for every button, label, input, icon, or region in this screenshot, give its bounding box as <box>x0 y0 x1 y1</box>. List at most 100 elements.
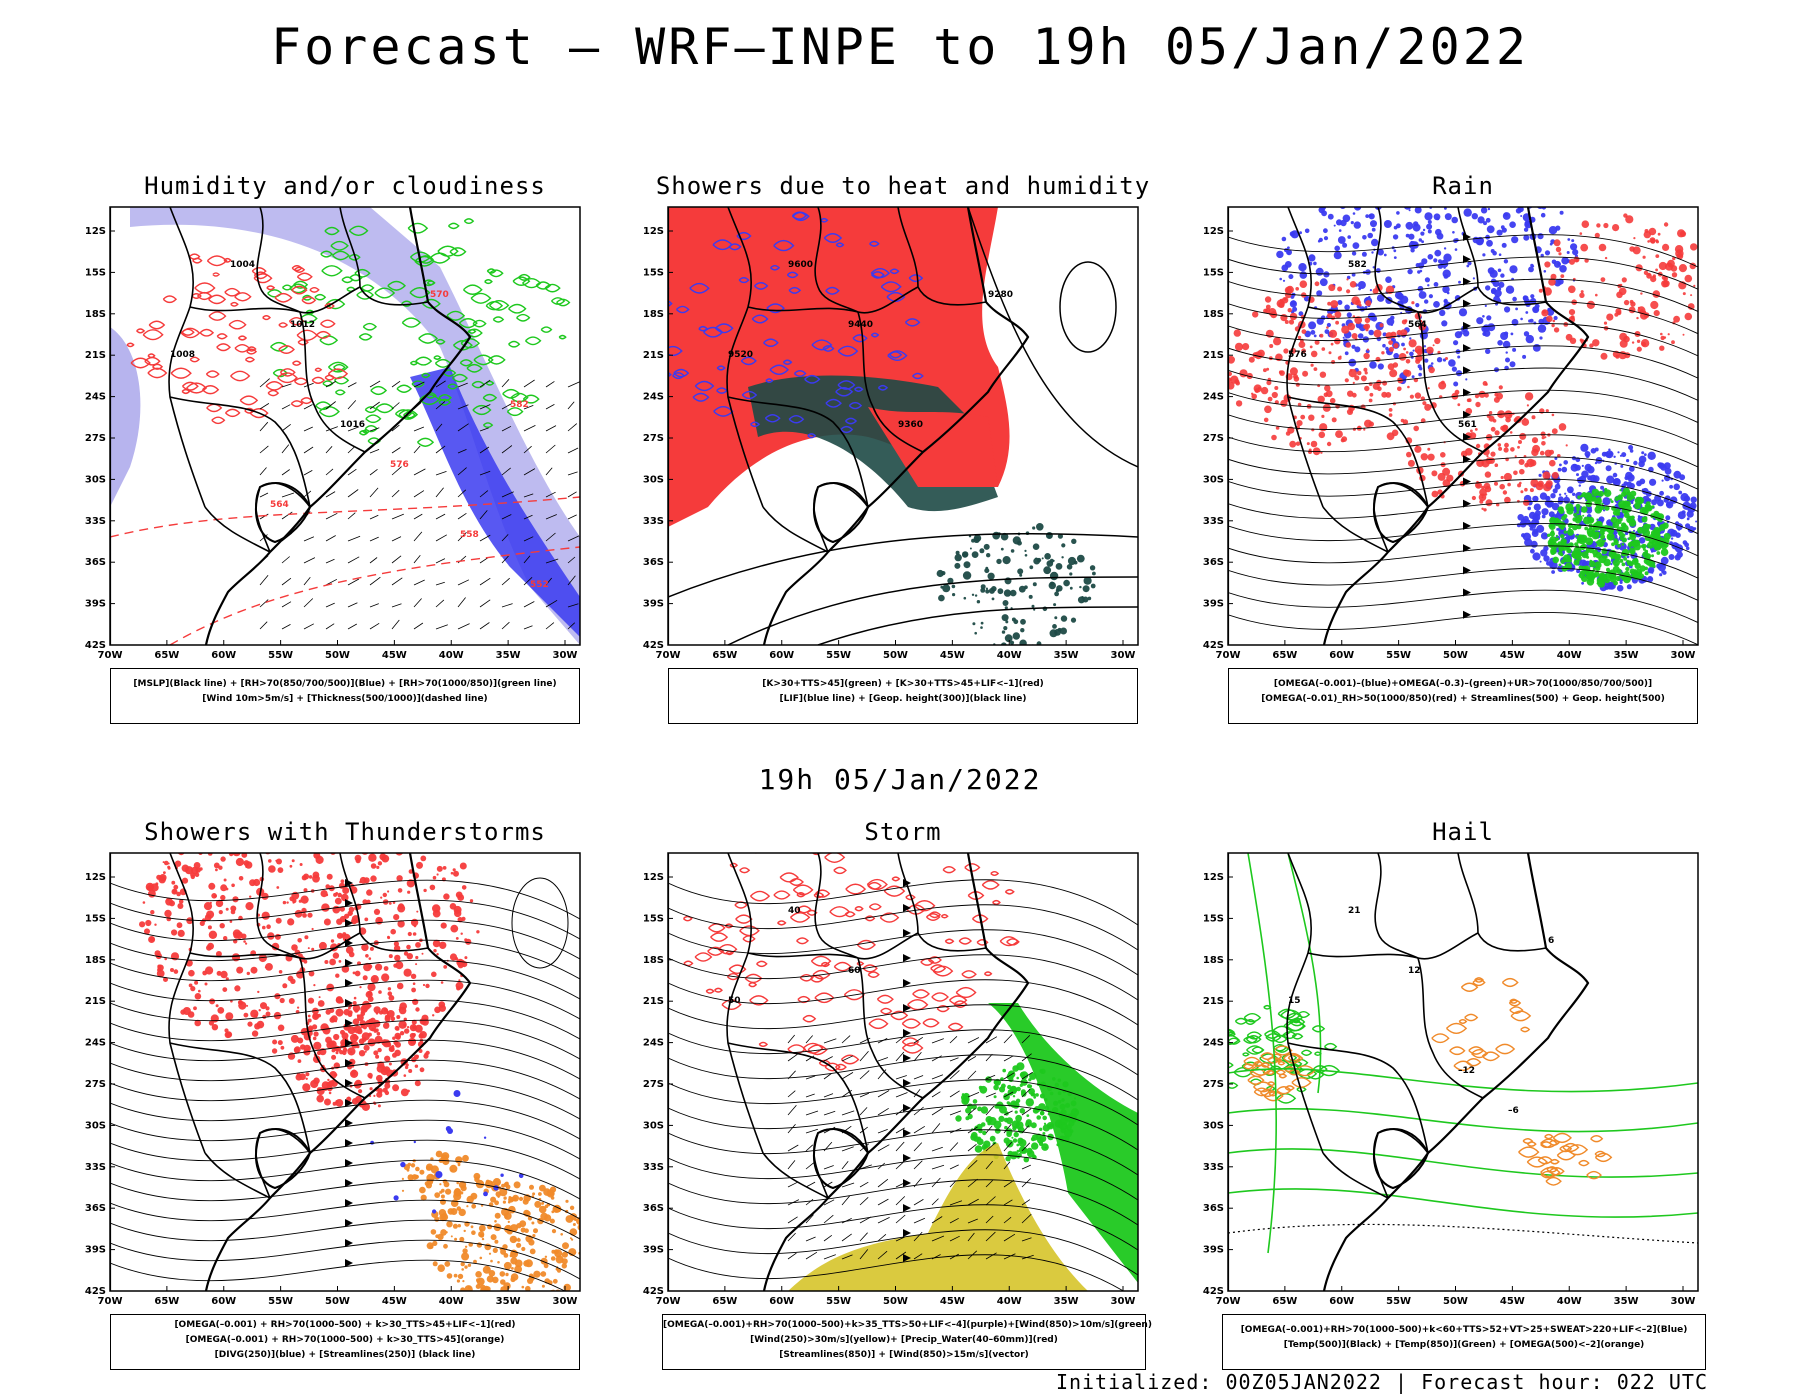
lat-tick-label: 15S <box>643 913 664 924</box>
legend-line: [MSLP](Black line) + [RH>70(850/700/500)… <box>133 679 557 689</box>
lat-tick-label: 42S <box>85 1286 106 1297</box>
lat-tick-label: 33S <box>643 516 664 527</box>
lat-tick-label: 15S <box>643 267 664 278</box>
lon-tick-label: 40W <box>1557 1296 1582 1307</box>
contour-label: 60 <box>848 966 861 976</box>
lon-tick-label: 35W <box>1054 650 1079 661</box>
panel-legend: [K>30+TTS>45](green) + [K>30+TTS>45+LIF<… <box>668 668 1138 724</box>
lat-tick-label: 39S <box>1203 599 1224 610</box>
lon-tick-label: 65W <box>1272 650 1297 661</box>
lon-tick-label: 50W <box>325 650 350 661</box>
lon-tick-label: 45W <box>1500 650 1525 661</box>
map-canvas: 9600 9520 9440 9360 9280 12S 15S 18S 21S 24S 27S 30… <box>643 206 1139 661</box>
lon-tick-label: 50W <box>1443 650 1468 661</box>
contour-label: 12 <box>1408 966 1421 976</box>
lon-tick-label: 50W <box>883 1296 908 1307</box>
lat-tick-label: 24S <box>85 1038 106 1049</box>
legend-line: [Temp(500)](Black) + [Temp(850)](Green) … <box>1283 1340 1645 1350</box>
legend-line: [OMEGA(–0.01)_RH>50(1000/850)(red) + Str… <box>1261 694 1665 704</box>
contour-label: 21 <box>1348 906 1361 916</box>
panel-legend: [MSLP](Black line) + [RH>70(850/700/500)… <box>110 668 580 724</box>
panel-legend: [OMEGA(–0.001)–(blue)+OMEGA(–0.3)–(green… <box>1228 668 1698 724</box>
lat-tick-label: 39S <box>1203 1245 1224 1256</box>
lat-tick-label: 42S <box>1203 1286 1224 1297</box>
lat-tick-label: 21S <box>85 350 106 361</box>
lat-tick-label: 42S <box>643 640 664 651</box>
legend-line: [OMEGA(–0.001) + RH>70(1000–500) + k>30_… <box>185 1335 505 1345</box>
lat-tick-label: 36S <box>643 557 664 568</box>
contour-label: 561 <box>1458 420 1477 430</box>
lat-tick-label: 36S <box>1203 557 1224 568</box>
lon-tick-label: 30W <box>1111 650 1136 661</box>
lon-tick-label: 45W <box>940 1296 965 1307</box>
contour-label: 6 <box>1548 936 1554 946</box>
lat-tick-label: 15S <box>1203 913 1224 924</box>
lat-tick-label: 30S <box>1203 474 1224 485</box>
lon-tick-label: 60W <box>211 1296 236 1307</box>
lat-tick-label: 27S <box>1203 433 1224 444</box>
lon-tick-label: 30W <box>1671 650 1696 661</box>
map-canvas: 40 50 60 12S 15S 18S 21S 24S 27S 30S 33S 36S 39S 42S7… <box>643 852 1139 1307</box>
panel-legend: [OMEGA(–0.001)+RH>70(1000–500)+k>35_TTS>… <box>662 1314 1152 1370</box>
contour-label: 9440 <box>848 320 873 330</box>
lat-tick-label: 12S <box>85 872 106 883</box>
panel-title: Showers with Thunderstorms <box>144 818 546 846</box>
lon-tick-label: 40W <box>1557 650 1582 661</box>
lon-tick-label: 60W <box>211 650 236 661</box>
lon-tick-label: 70W <box>98 650 123 661</box>
lat-tick-label: 18S <box>643 955 664 966</box>
legend-line: [Wind(250)>30m/s](yellow)+ [Precip_Water… <box>750 1335 1058 1345</box>
lon-tick-label: 60W <box>1329 650 1354 661</box>
lon-tick-label: 35W <box>1614 650 1639 661</box>
legend-line: [Wind 10m>5m/s] + [Thickness(500/1000)](… <box>202 694 488 704</box>
contour-label: 1016 <box>340 420 365 430</box>
lat-tick-label: 39S <box>85 599 106 610</box>
lat-tick-label: 39S <box>643 1245 664 1256</box>
lat-tick-label: 18S <box>85 955 106 966</box>
lat-tick-label: 12S <box>1203 872 1224 883</box>
lon-tick-label: 60W <box>769 1296 794 1307</box>
lon-tick-label: 50W <box>325 1296 350 1307</box>
panel-title: Storm <box>864 818 942 846</box>
panel-title: Hail <box>1432 818 1494 846</box>
panel-title: Humidity and/or cloudiness <box>144 172 546 200</box>
lat-tick-label: 24S <box>643 1038 664 1049</box>
lon-tick-label: 55W <box>268 1296 293 1307</box>
legend-line: [OMEGA(–0.001)+RH>70(1000–500)+k>35_TTS>… <box>663 1320 1152 1330</box>
contour-label: 552 <box>530 580 549 590</box>
lat-tick-label: 42S <box>85 640 106 651</box>
map-canvas: 582 576 564 561 12S 15S 18S 21S 24S 27S 30S 33S 36S 3… <box>1203 206 1699 661</box>
contour-label: 576 <box>1288 350 1307 360</box>
lon-tick-label: 45W <box>382 650 407 661</box>
lat-tick-label: 21S <box>1203 996 1224 1007</box>
contour-label: 582 <box>1348 260 1367 270</box>
lat-tick-label: 30S <box>643 1120 664 1131</box>
lat-tick-label: 24S <box>643 392 664 403</box>
lon-tick-label: 55W <box>826 650 851 661</box>
map-canvas: 1004 1008 1012 1016 570 576 582 564 558 552 12S 15S… <box>85 206 581 661</box>
contour-label: 9520 <box>728 350 753 360</box>
lat-tick-label: 18S <box>1203 955 1224 966</box>
lon-tick-label: 45W <box>1500 1296 1525 1307</box>
lon-tick-label: 70W <box>656 650 681 661</box>
lat-tick-label: 33S <box>643 1162 664 1173</box>
lat-tick-label: 39S <box>85 1245 106 1256</box>
lon-tick-label: 35W <box>1614 1296 1639 1307</box>
lat-tick-label: 12S <box>1203 226 1224 237</box>
lon-tick-label: 45W <box>382 1296 407 1307</box>
legend-line: [OMEGA(–0.001)+RH>70(1000–500)+k<60+TTS>… <box>1240 1325 1688 1335</box>
lon-tick-label: 65W <box>712 1296 737 1307</box>
panel-title: Rain <box>1432 172 1494 200</box>
lon-tick-label: 40W <box>439 650 464 661</box>
lat-tick-label: 21S <box>1203 350 1224 361</box>
lat-tick-label: 18S <box>85 309 106 320</box>
lat-tick-label: 33S <box>1203 516 1224 527</box>
map-canvas: 21 15 12 –12 6 –6 12S 15S 18S 21S 24S 27S 30S 33S 36S 3… <box>1203 852 1699 1307</box>
lat-tick-label: 27S <box>643 433 664 444</box>
lon-tick-label: 35W <box>1054 1296 1079 1307</box>
lon-tick-label: 45W <box>940 650 965 661</box>
lat-tick-label: 21S <box>643 350 664 361</box>
lon-tick-label: 30W <box>1111 1296 1136 1307</box>
lon-tick-label: 55W <box>1386 650 1411 661</box>
